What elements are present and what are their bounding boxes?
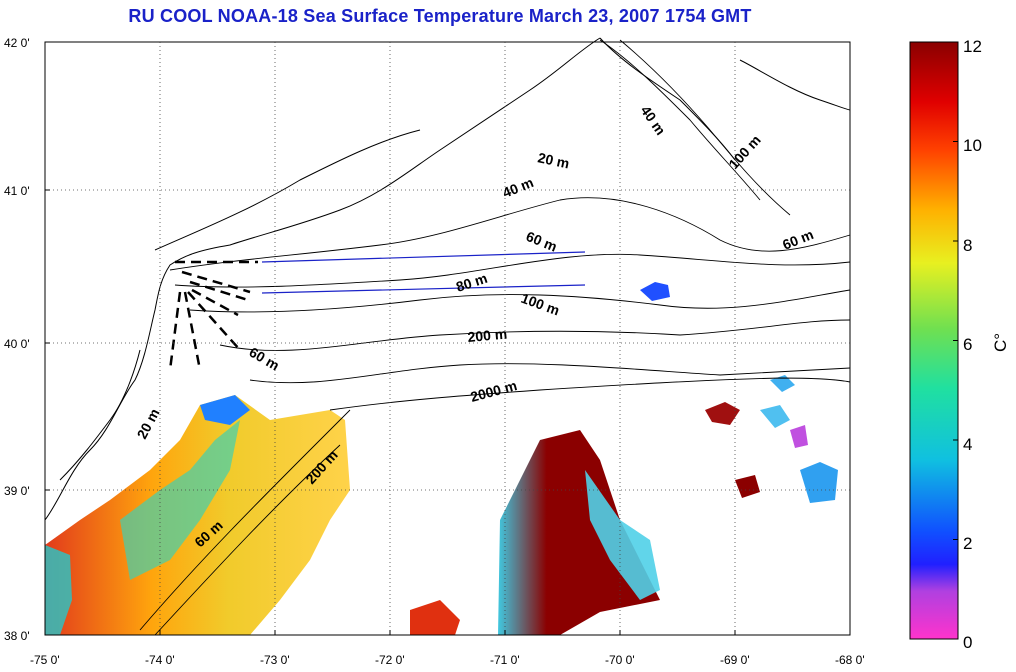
contour-label: 200 m <box>467 326 508 345</box>
lat-tick-label: 38 0' <box>4 629 30 643</box>
bathymetry-contours <box>139 39 851 636</box>
transect-lines <box>261 251 586 294</box>
contour-label: 100 m <box>725 132 763 172</box>
contour-label: 40 m <box>500 174 536 201</box>
colorbar-tick-label: 10 <box>963 136 982 155</box>
lat-tick-label: 42 0' <box>4 36 30 50</box>
sst-imagery <box>45 282 838 635</box>
contour-label: 40 m <box>638 103 669 138</box>
colorbar-unit-label: C° <box>991 333 1010 352</box>
map-title: RU COOL NOAA-18 Sea Surface Temperature … <box>128 6 752 26</box>
lon-tick-label: -73 0' <box>260 653 290 667</box>
lon-tick-label: -72 0' <box>375 653 405 667</box>
contour-label: 20 m <box>536 149 571 171</box>
colorbar-tick-label: 12 <box>963 37 982 56</box>
contour-label: 20 m <box>134 406 163 442</box>
contour-label: 60 m <box>524 228 560 255</box>
lon-tick-labels: -75 0' -74 0' -73 0' -72 0' -71 0' -70 0… <box>30 653 865 667</box>
lat-tick-labels: 42 0' 41 0' 40 0' 39 0' 38 0' <box>4 36 30 643</box>
dashed-lines <box>168 260 258 371</box>
lon-tick-label: -74 0' <box>145 653 175 667</box>
contour-label: 60 m <box>780 226 816 253</box>
lon-tick-label: -71 0' <box>490 653 520 667</box>
map-frame <box>44 41 851 636</box>
lon-tick-label: -69 0' <box>720 653 750 667</box>
coastline <box>44 37 851 521</box>
contour-label: 2000 m <box>469 377 519 405</box>
lat-tick-label: 39 0' <box>4 484 30 498</box>
colorbar-tick-label: 4 <box>963 435 972 454</box>
lat-tick-label: 41 0' <box>4 184 30 198</box>
contour-label: 100 m <box>519 290 562 319</box>
colorbar-tick-label: 8 <box>963 236 972 255</box>
colorbar: 0 2 4 6 8 10 12 C° <box>909 37 1010 652</box>
contour-label: 60 m <box>247 344 283 374</box>
colorbar-tick-label: 6 <box>963 335 972 354</box>
colorbar-scale <box>909 41 959 640</box>
colorbar-tick-label: 0 <box>963 633 972 652</box>
lon-tick-label: -70 0' <box>605 653 635 667</box>
tick-marks <box>44 41 851 636</box>
lon-tick-label: -75 0' <box>30 653 60 667</box>
colorbar-tick-label: 2 <box>963 534 972 553</box>
graticule <box>45 42 850 635</box>
lon-tick-label: -68 0' <box>835 653 865 667</box>
lat-tick-label: 40 0' <box>4 337 30 351</box>
